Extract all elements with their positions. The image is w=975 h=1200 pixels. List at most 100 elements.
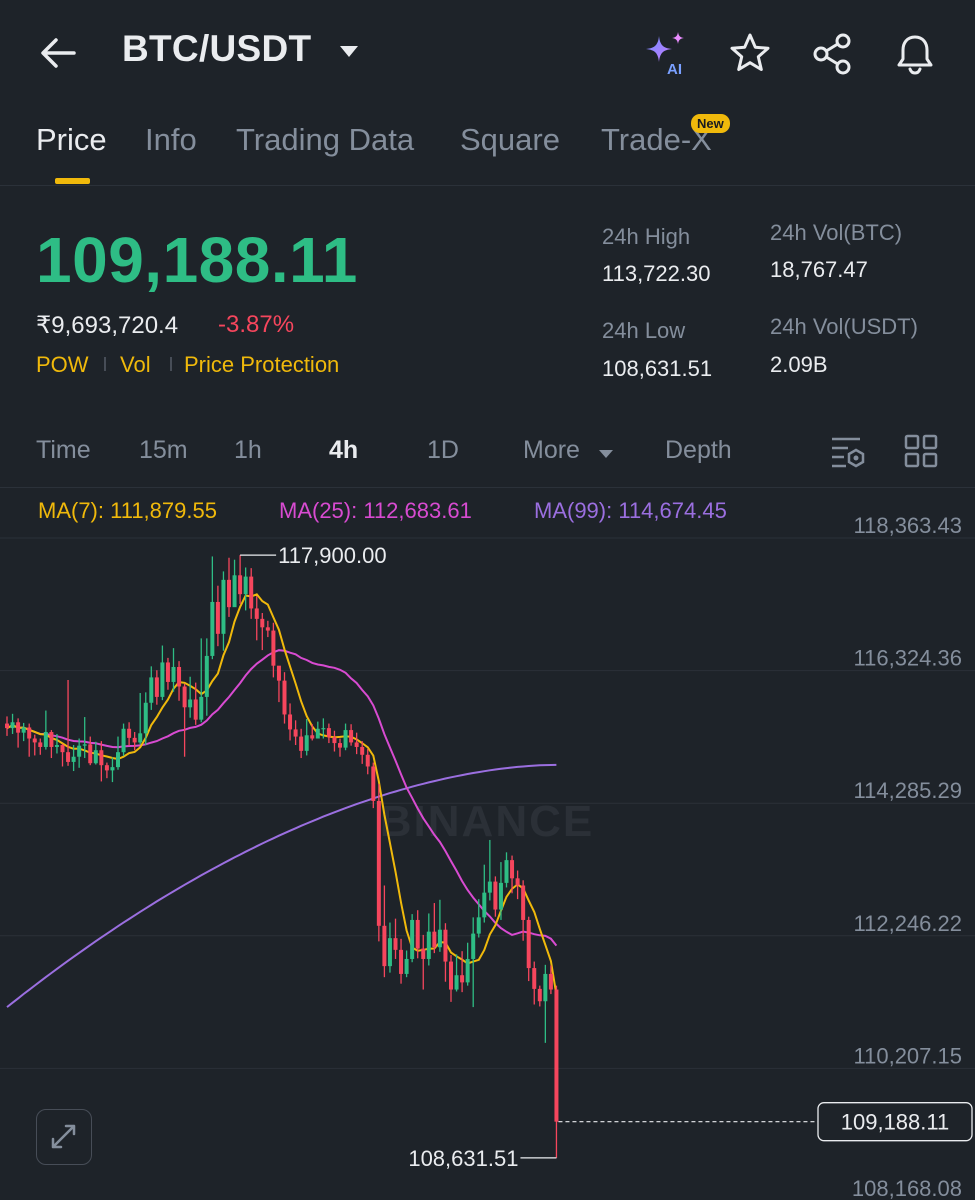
- candle-body: [182, 686, 187, 708]
- candle-body: [476, 917, 481, 934]
- interval-4h[interactable]: 4h: [329, 436, 359, 464]
- candle: [332, 730, 337, 752]
- candle-body: [410, 919, 415, 959]
- candle-body: [93, 750, 98, 764]
- candle: [171, 648, 176, 692]
- candle-body: [376, 800, 381, 926]
- candle: [127, 722, 132, 746]
- ma7-legend: MA(7): 111,879.55: [38, 498, 217, 523]
- y-tick-label: 112,246.22: [854, 911, 962, 936]
- tag-separator: [170, 357, 172, 371]
- candle-body: [32, 738, 37, 743]
- candle: [38, 738, 43, 755]
- last-price-label: 109,188.11: [841, 1110, 949, 1135]
- candle: [543, 964, 548, 1043]
- tag-price-protection[interactable]: Price Protection: [184, 352, 340, 377]
- candle: [493, 876, 498, 917]
- interval-1d[interactable]: 1D: [427, 436, 459, 464]
- candle: [110, 757, 115, 783]
- candle-body: [343, 730, 348, 748]
- candle-body: [471, 933, 476, 959]
- candle: [471, 917, 476, 1008]
- candle-body: [365, 754, 370, 767]
- candle-body: [121, 728, 126, 753]
- candle: [532, 961, 537, 1005]
- interval-1h[interactable]: 1h: [234, 436, 262, 464]
- candle: [5, 716, 9, 736]
- candle: [238, 555, 243, 604]
- candle-body: [16, 722, 21, 733]
- tag-pow[interactable]: POW: [36, 352, 89, 377]
- candle-body: [276, 665, 281, 681]
- candle: [521, 880, 526, 941]
- candle: [426, 913, 431, 966]
- chevron-down-icon[interactable]: [598, 446, 614, 458]
- expand-chart-button[interactable]: [36, 1109, 92, 1165]
- notification-button[interactable]: [891, 30, 939, 78]
- ai-sparkle-icon[interactable]: AI: [642, 30, 690, 78]
- stat-24h-vol-usdt-label: 24h Vol(USDT): [770, 314, 918, 339]
- candle: [548, 965, 553, 995]
- expand-icon: [51, 1124, 76, 1149]
- ma25-line: [6, 649, 558, 947]
- tab-square[interactable]: Square: [460, 122, 560, 157]
- candle-body: [254, 608, 259, 619]
- interval-15m[interactable]: 15m: [139, 436, 188, 464]
- candle-body: [382, 925, 387, 967]
- candle: [43, 710, 48, 750]
- candle: [60, 743, 65, 767]
- candle: [393, 918, 398, 959]
- candle: [121, 723, 126, 757]
- tag-vol[interactable]: Vol: [120, 352, 151, 377]
- candle: [21, 722, 26, 742]
- tab-price[interactable]: Price: [36, 122, 107, 157]
- candle-body: [199, 696, 204, 720]
- candle-body: [210, 601, 215, 656]
- tag-separator: [104, 357, 106, 371]
- candle-body: [537, 988, 542, 1002]
- candle-body: [243, 576, 248, 595]
- high-marker-label: 117,900.00: [278, 543, 386, 568]
- interval-more[interactable]: More: [523, 436, 580, 464]
- candle: [415, 910, 420, 959]
- share-button[interactable]: [808, 30, 856, 78]
- candle-body: [393, 938, 398, 950]
- candle: [365, 748, 370, 775]
- tab-info[interactable]: Info: [145, 122, 197, 157]
- chart-settings-icon[interactable]: [830, 434, 866, 470]
- interval-time[interactable]: Time: [36, 436, 91, 464]
- candle-body: [454, 975, 459, 990]
- candle-body: [54, 745, 59, 747]
- tab-trading-data[interactable]: Trading Data: [236, 122, 415, 157]
- candle-body: [66, 752, 71, 762]
- candle: [515, 870, 520, 900]
- candle-body: [354, 742, 359, 747]
- candle-body: [110, 767, 115, 771]
- candle: [149, 666, 154, 710]
- candle-body: [10, 722, 15, 729]
- candle: [360, 741, 365, 764]
- star-button[interactable]: [726, 30, 774, 78]
- candle: [116, 736, 120, 770]
- candle-body: [432, 931, 437, 948]
- candle-body: [315, 728, 320, 739]
- candle-body: [43, 732, 48, 747]
- candle: [454, 954, 459, 992]
- candlestick-chart[interactable]: BINANCE 117,900.00 108,631.51 109,188.11 1…: [0, 488, 975, 1200]
- candle-body: [288, 714, 293, 730]
- low-marker-label: 108,631.51: [408, 1146, 518, 1171]
- candle: [249, 568, 254, 619]
- candle-body: [521, 885, 526, 920]
- candle-body: [249, 576, 254, 609]
- candle: [154, 670, 159, 705]
- candle-body: [38, 742, 43, 747]
- back-button[interactable]: [36, 30, 82, 76]
- candle: [354, 732, 359, 755]
- candle: [510, 855, 515, 894]
- chevron-down-icon[interactable]: [338, 44, 360, 60]
- candle: [243, 567, 248, 611]
- depth-tab[interactable]: Depth: [665, 436, 732, 464]
- grid-layout-icon[interactable]: [904, 434, 938, 468]
- candle-body: [482, 892, 487, 918]
- pair-title[interactable]: BTC/USDT: [122, 28, 312, 69]
